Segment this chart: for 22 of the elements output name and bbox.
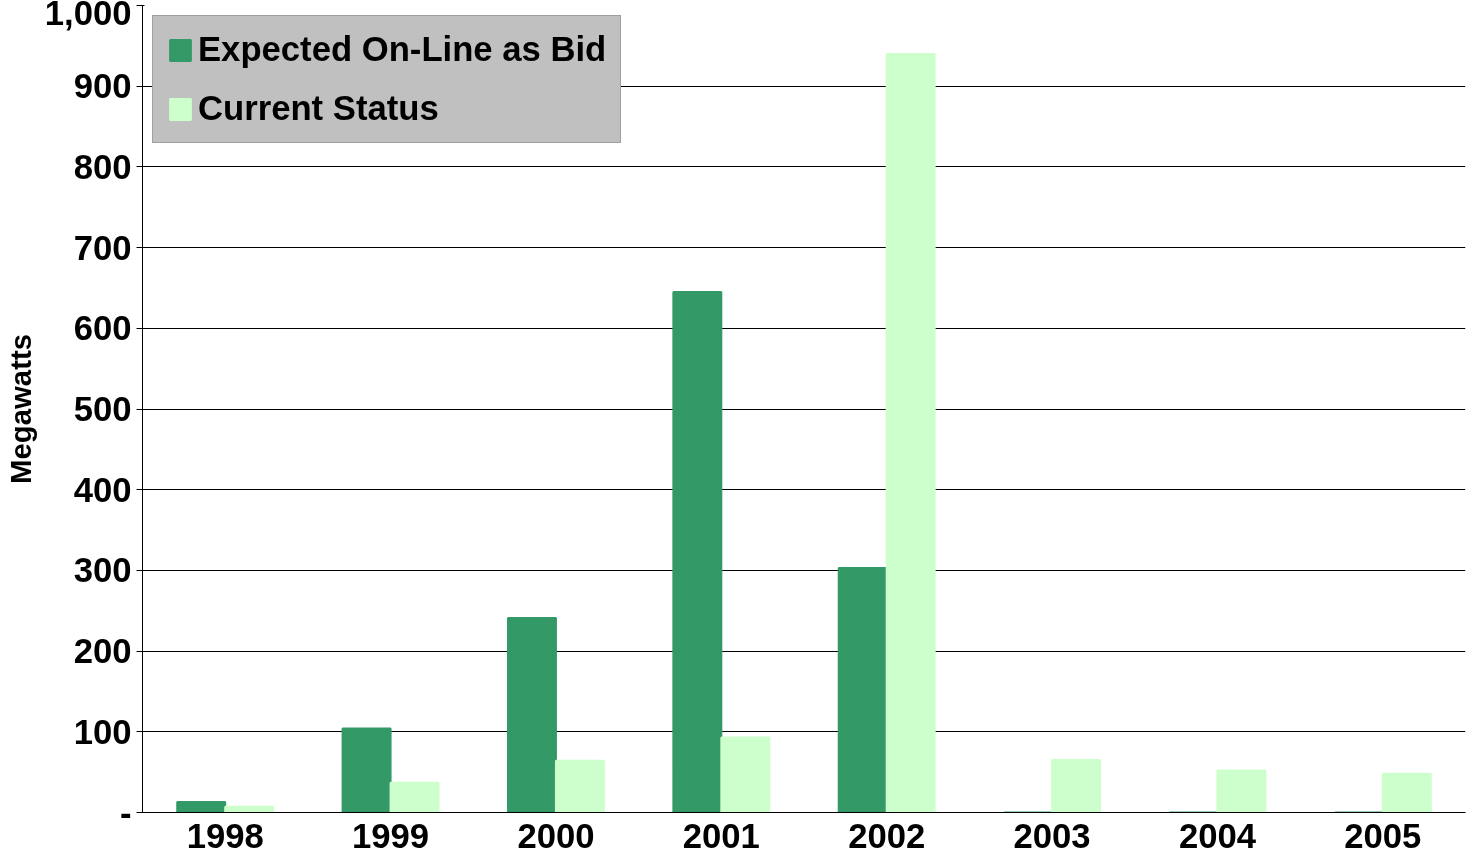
x-tick-label: 2000: [517, 816, 595, 855]
x-tick-label: 2004: [1178, 816, 1257, 855]
y-tick-label: 100: [73, 712, 132, 751]
y-tick-label: 200: [73, 632, 132, 671]
x-tick-label: 2002: [848, 816, 926, 855]
y-axis-title: Megawatts: [3, 334, 37, 484]
y-tick-label: 400: [73, 470, 132, 509]
x-tick-label: 1999: [352, 816, 430, 855]
legend-label: Current Status: [198, 89, 439, 128]
x-tick-label: 2003: [1013, 816, 1091, 855]
y-tick-label: 500: [73, 390, 132, 428]
y-tick-label: 600: [73, 309, 132, 348]
legend-label: Expected On-Line as Bid: [198, 30, 607, 69]
x-tick-label: 1998: [186, 816, 264, 855]
y-tick-label: 700: [73, 228, 132, 267]
y-tick-label: 300: [73, 551, 132, 590]
y-tick-label: 1,000: [44, 0, 132, 32]
x-tick-label: 2005: [1344, 816, 1422, 855]
y-tick-label: 900: [73, 67, 132, 106]
y-tick-label: -: [119, 793, 132, 832]
y-tick-label: 800: [73, 147, 132, 186]
x-tick-label: 2001: [682, 816, 760, 855]
